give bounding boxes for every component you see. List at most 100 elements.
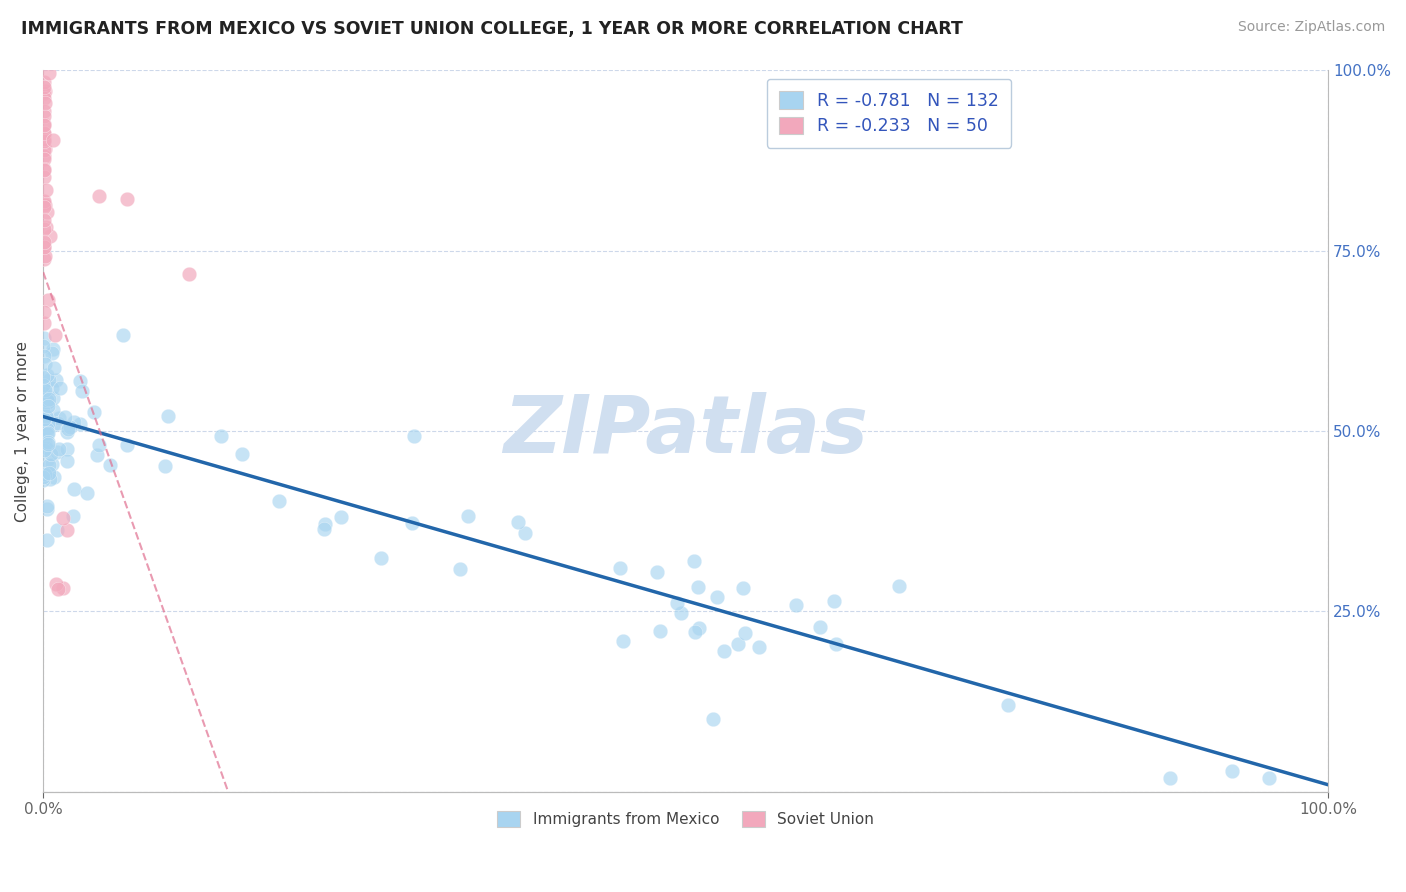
Point	[37, 435, 59, 450]
Point	[32, 470, 55, 484]
Point	[76, 486, 98, 500]
Point	[34, 132, 56, 146]
Point	[32, 417, 55, 432]
Point	[34, 91, 56, 105]
Point	[32, 412, 55, 426]
Point	[34, 161, 56, 176]
Point	[648, 624, 671, 638]
Point	[41, 346, 63, 360]
Point	[35, 204, 58, 219]
Point	[38, 392, 60, 406]
Point	[34, 252, 56, 267]
Point	[34, 389, 56, 403]
Point	[83, 405, 105, 419]
Point	[32, 467, 55, 481]
Point	[34, 435, 56, 450]
Point	[34, 86, 56, 100]
Point	[35, 422, 58, 436]
Point	[37, 395, 59, 409]
Text: IMMIGRANTS FROM MEXICO VS SOVIET UNION COLLEGE, 1 YEAR OR MORE CORRELATION CHART: IMMIGRANTS FROM MEXICO VS SOVIET UNION C…	[21, 20, 963, 37]
Point	[45, 444, 67, 458]
Point	[312, 522, 335, 536]
Point	[669, 607, 692, 621]
Point	[48, 582, 70, 596]
Point	[34, 170, 56, 185]
Point	[32, 379, 55, 393]
Point	[45, 577, 67, 591]
Point	[62, 509, 84, 524]
Point	[35, 440, 58, 454]
Point	[48, 411, 70, 425]
Point	[34, 196, 56, 211]
Point	[51, 510, 73, 524]
Point	[34, 162, 56, 177]
Point	[34, 240, 56, 254]
Point	[46, 524, 69, 538]
Point	[37, 499, 59, 513]
Point	[32, 432, 55, 446]
Point	[34, 84, 56, 98]
Point	[34, 194, 56, 209]
Point	[34, 213, 56, 227]
Point	[37, 533, 59, 548]
Point	[34, 383, 56, 397]
Point	[34, 117, 56, 131]
Point	[34, 134, 56, 148]
Point	[997, 698, 1019, 713]
Point	[157, 409, 180, 424]
Point	[39, 447, 62, 461]
Point	[34, 468, 56, 483]
Point	[34, 222, 56, 236]
Point	[42, 403, 65, 417]
Point	[34, 249, 56, 263]
Point	[44, 328, 66, 343]
Point	[112, 327, 135, 342]
Point	[267, 494, 290, 508]
Point	[314, 517, 336, 532]
Point	[34, 467, 56, 481]
Point	[34, 414, 56, 428]
Point	[34, 110, 56, 124]
Point	[32, 339, 55, 353]
Point	[609, 561, 631, 575]
Point	[53, 410, 76, 425]
Point	[98, 458, 121, 472]
Point	[34, 118, 56, 132]
Point	[449, 562, 471, 576]
Point	[688, 621, 710, 635]
Point	[56, 422, 79, 436]
Point	[34, 143, 56, 157]
Point	[731, 581, 754, 595]
Point	[86, 448, 108, 462]
Point	[42, 133, 65, 147]
Point	[683, 554, 706, 568]
Point	[34, 304, 56, 318]
Point	[808, 620, 831, 634]
Point	[32, 405, 55, 419]
Point	[35, 427, 58, 442]
Point	[32, 331, 55, 345]
Point	[32, 442, 55, 457]
Point	[825, 636, 848, 650]
Point	[706, 591, 728, 605]
Point	[34, 235, 56, 249]
Point	[37, 453, 59, 467]
Point	[44, 360, 66, 375]
Point	[56, 523, 79, 537]
Point	[44, 470, 66, 484]
Point	[34, 442, 56, 456]
Point	[734, 626, 756, 640]
Point	[32, 384, 55, 399]
Point	[117, 192, 139, 206]
Point	[34, 410, 56, 425]
Point	[38, 373, 60, 387]
Legend: Immigrants from Mexico, Soviet Union: Immigrants from Mexico, Soviet Union	[489, 804, 882, 835]
Point	[37, 437, 59, 451]
Point	[38, 415, 60, 429]
Point	[34, 198, 56, 212]
Point	[330, 510, 353, 524]
Point	[34, 79, 56, 94]
Point	[1258, 771, 1281, 785]
Point	[38, 467, 60, 481]
Point	[34, 127, 56, 141]
